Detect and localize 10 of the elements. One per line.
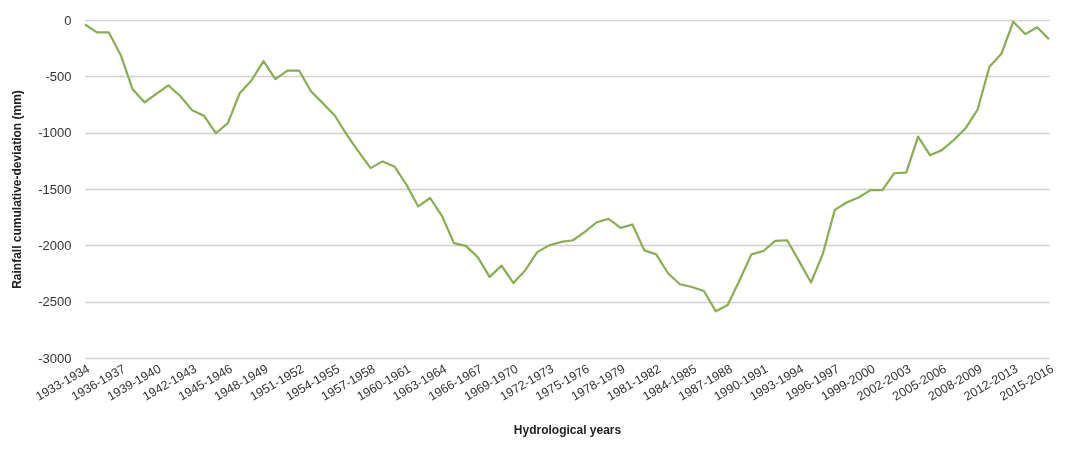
y-tick-label: -3000	[38, 350, 72, 366]
y-tick-label: -1000	[38, 125, 72, 141]
y-tick-label: -2500	[38, 294, 72, 310]
y-tick-label: -2000	[38, 237, 72, 253]
y-tick-label: -1500	[38, 181, 72, 197]
x-axis-title: Hydrological years	[513, 423, 622, 438]
y-axis-title: Rainfall cumulative-deviation (mm)	[10, 90, 25, 289]
y-tick-label: 0	[64, 12, 72, 28]
y-tick-label: -500	[45, 68, 72, 84]
line-series	[83, 20, 1051, 313]
